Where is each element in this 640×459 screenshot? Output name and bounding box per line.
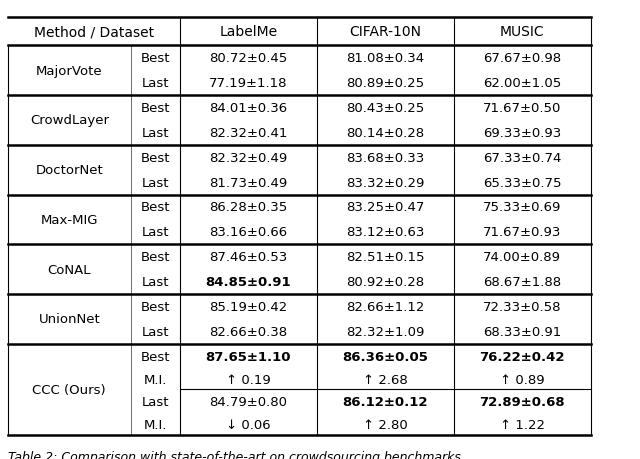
Text: 71.67±0.50: 71.67±0.50 [483, 102, 561, 115]
Text: Last: Last [141, 226, 169, 239]
Text: Best: Best [141, 102, 170, 115]
Text: M.I.: M.I. [143, 373, 167, 386]
Text: Last: Last [141, 396, 169, 409]
Text: 67.33±0.74: 67.33±0.74 [483, 151, 561, 164]
Text: 80.92±0.28: 80.92±0.28 [346, 275, 424, 289]
Text: 86.36±0.05: 86.36±0.05 [342, 350, 428, 363]
Text: M.I.: M.I. [143, 418, 167, 431]
Text: 82.51±0.15: 82.51±0.15 [346, 251, 424, 263]
Text: UnionNet: UnionNet [38, 313, 100, 326]
Text: Best: Best [141, 251, 170, 263]
Text: 81.73±0.49: 81.73±0.49 [209, 176, 287, 189]
Text: Last: Last [141, 77, 169, 90]
Text: Best: Best [141, 300, 170, 313]
Text: CCC (Ours): CCC (Ours) [33, 383, 106, 396]
Text: 80.89±0.25: 80.89±0.25 [346, 77, 424, 90]
Text: 85.19±0.42: 85.19±0.42 [209, 300, 287, 313]
Text: Best: Best [141, 151, 170, 164]
Text: Best: Best [141, 350, 170, 363]
Text: Last: Last [141, 176, 169, 189]
Text: 69.33±0.93: 69.33±0.93 [483, 127, 561, 140]
Text: 65.33±0.75: 65.33±0.75 [483, 176, 561, 189]
Text: 82.66±1.12: 82.66±1.12 [346, 300, 424, 313]
Text: 62.00±1.05: 62.00±1.05 [483, 77, 561, 90]
Text: 71.67±0.93: 71.67±0.93 [483, 226, 561, 239]
Text: Last: Last [141, 127, 169, 140]
Text: 80.72±0.45: 80.72±0.45 [209, 52, 287, 65]
Text: 68.33±0.91: 68.33±0.91 [483, 325, 561, 338]
Text: 82.32±0.41: 82.32±0.41 [209, 127, 287, 140]
Text: 76.22±0.42: 76.22±0.42 [479, 350, 565, 363]
Text: 82.32±1.09: 82.32±1.09 [346, 325, 424, 338]
Text: 80.43±0.25: 80.43±0.25 [346, 102, 424, 115]
Text: ↑ 0.19: ↑ 0.19 [226, 373, 271, 386]
Text: 81.08±0.34: 81.08±0.34 [346, 52, 424, 65]
Text: 83.16±0.66: 83.16±0.66 [209, 226, 287, 239]
Text: 86.12±0.12: 86.12±0.12 [342, 396, 428, 409]
Text: Last: Last [141, 325, 169, 338]
Text: MajorVote: MajorVote [36, 64, 102, 78]
Text: MUSIC: MUSIC [500, 25, 545, 39]
Text: 72.33±0.58: 72.33±0.58 [483, 300, 561, 313]
Text: ↑ 2.80: ↑ 2.80 [363, 418, 408, 431]
Text: 72.89±0.68: 72.89±0.68 [479, 396, 565, 409]
Text: 87.46±0.53: 87.46±0.53 [209, 251, 287, 263]
Text: 74.00±0.89: 74.00±0.89 [483, 251, 561, 263]
Text: 82.32±0.49: 82.32±0.49 [209, 151, 287, 164]
Text: Best: Best [141, 52, 170, 65]
Text: Table 2: Comparison with state-of-the-art on crowdsourcing benchmarks.: Table 2: Comparison with state-of-the-ar… [8, 450, 465, 459]
Text: Method / Dataset: Method / Dataset [34, 25, 154, 39]
Text: 83.12±0.63: 83.12±0.63 [346, 226, 424, 239]
Text: CIFAR-10N: CIFAR-10N [349, 25, 421, 39]
Text: 80.14±0.28: 80.14±0.28 [346, 127, 424, 140]
Text: ↑ 0.89: ↑ 0.89 [500, 373, 545, 386]
Text: CoNAL: CoNAL [47, 263, 91, 276]
Text: 77.19±1.18: 77.19±1.18 [209, 77, 287, 90]
Text: 75.33±0.69: 75.33±0.69 [483, 201, 561, 214]
Text: 83.68±0.33: 83.68±0.33 [346, 151, 424, 164]
Text: 87.65±1.10: 87.65±1.10 [205, 350, 291, 363]
Text: CrowdLayer: CrowdLayer [29, 114, 109, 127]
Text: Last: Last [141, 275, 169, 289]
Text: 84.79±0.80: 84.79±0.80 [209, 396, 287, 409]
Text: 86.28±0.35: 86.28±0.35 [209, 201, 287, 214]
Text: 82.66±0.38: 82.66±0.38 [209, 325, 287, 338]
Text: Max-MIG: Max-MIG [40, 213, 98, 226]
Text: 83.32±0.29: 83.32±0.29 [346, 176, 424, 189]
Text: 68.67±1.88: 68.67±1.88 [483, 275, 561, 289]
Text: 67.67±0.98: 67.67±0.98 [483, 52, 561, 65]
Text: DoctorNet: DoctorNet [35, 164, 103, 177]
Text: ↑ 2.68: ↑ 2.68 [363, 373, 408, 386]
Text: LabelMe: LabelMe [220, 25, 277, 39]
Text: 84.01±0.36: 84.01±0.36 [209, 102, 287, 115]
Text: ↓ 0.06: ↓ 0.06 [226, 418, 271, 431]
Text: Best: Best [141, 201, 170, 214]
Text: ↑ 1.22: ↑ 1.22 [500, 418, 545, 431]
Text: 83.25±0.47: 83.25±0.47 [346, 201, 424, 214]
Text: 84.85±0.91: 84.85±0.91 [205, 275, 291, 289]
